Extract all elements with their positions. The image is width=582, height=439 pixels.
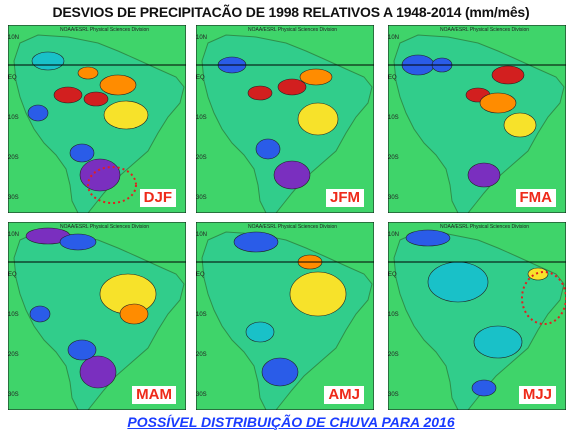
anomaly-dry-strong	[53, 86, 83, 104]
latitude-tick: 20S	[196, 155, 207, 161]
precip-anomaly-map	[196, 25, 374, 213]
data-credit: NOAA/ESRL Physical Sciences Division	[248, 27, 338, 33]
anomaly-dry-weak	[503, 112, 537, 138]
anomaly-dry-strong	[277, 78, 307, 96]
latitude-tick: 10S	[196, 312, 207, 318]
anomaly-wet-weak	[473, 325, 523, 359]
latitude-tick: 30S	[388, 392, 399, 398]
map-panel-fma: NOAA/ESRL Physical Sciences Division 10N E…	[388, 25, 566, 213]
latitude-tick: 20S	[388, 155, 399, 161]
map-panel-mam: NOAA/ESRL Physical Sciences Division 10N E…	[8, 222, 186, 410]
data-credit: NOAA/ESRL Physical Sciences Division	[440, 27, 530, 33]
data-credit: NOAA/ESRL Physical Sciences Division	[60, 224, 150, 230]
latitude-tick: 10N	[8, 35, 20, 41]
anomaly-wet-strong	[79, 158, 121, 192]
latitude-tick: 30S	[196, 392, 207, 398]
latitude-tick: 30S	[196, 195, 207, 201]
latitude-tick: 10S	[196, 115, 207, 121]
season-label: MAM	[132, 386, 176, 404]
anomaly-wet-weak	[245, 321, 275, 343]
latitude-tick: 10N	[388, 232, 400, 238]
anomaly-dry	[479, 92, 517, 114]
latitude-tick: 10S	[388, 312, 399, 318]
anomaly-dry	[77, 66, 99, 80]
anomaly-wet-strong	[467, 162, 501, 188]
anomaly-dry-weak	[103, 100, 149, 130]
season-label: JFM	[326, 189, 364, 207]
anomaly-wet	[29, 305, 51, 323]
data-credit: NOAA/ESRL Physical Sciences Division	[248, 224, 338, 230]
precip-anomaly-map	[196, 222, 374, 410]
latitude-tick: EQ	[196, 75, 205, 81]
latitude-tick: 10S	[8, 115, 19, 121]
latitude-tick: EQ	[8, 75, 17, 81]
latitude-tick: 10S	[8, 312, 19, 318]
season-label: AMJ	[324, 386, 364, 404]
anomaly-dry-strong	[247, 85, 273, 101]
season-label: DJF	[139, 189, 176, 207]
anomaly-wet	[405, 229, 451, 247]
latitude-tick: EQ	[388, 75, 397, 81]
latitude-tick: 20S	[388, 352, 399, 358]
map-panel-amj: NOAA/ESRL Physical Sciences Division 10N E…	[196, 222, 374, 410]
anomaly-wet	[27, 104, 49, 122]
anomaly-wet	[255, 138, 281, 160]
latitude-tick: 20S	[196, 352, 207, 358]
anomaly-dry-strong	[83, 91, 109, 107]
season-label: MJJ	[518, 386, 556, 404]
precip-anomaly-map	[388, 25, 566, 213]
anomaly-wet-weak	[31, 51, 65, 71]
latitude-tick: 30S	[388, 195, 399, 201]
latitude-tick: 30S	[8, 195, 19, 201]
latitude-tick: EQ	[196, 272, 205, 278]
precip-anomaly-map	[8, 222, 186, 410]
precip-anomaly-map	[8, 25, 186, 213]
map-panel-jfm: NOAA/ESRL Physical Sciences Division 10N E…	[196, 25, 374, 213]
map-background	[388, 222, 566, 410]
data-credit: NOAA/ESRL Physical Sciences Division	[440, 224, 530, 230]
latitude-tick: 10N	[388, 35, 400, 41]
anomaly-wet-strong	[79, 355, 117, 389]
anomaly-wet	[69, 143, 95, 163]
anomaly-wet-strong	[273, 160, 311, 190]
anomaly-dry	[99, 74, 137, 96]
anomaly-dry-strong	[491, 65, 525, 85]
latitude-tick: EQ	[388, 272, 397, 278]
footer-caption[interactable]: POSSÍVEL DISTRIBUIÇÃO DE CHUVA PARA 2016	[127, 414, 455, 430]
anomaly-dry-weak	[297, 102, 339, 136]
latitude-tick: 20S	[8, 155, 19, 161]
anomaly-wet	[471, 379, 497, 397]
highlight-circle	[87, 166, 137, 204]
latitude-tick: EQ	[8, 272, 17, 278]
page-title: DESVIOS DE PRECIPITACÃO DE 1998 RELATIVO…	[52, 4, 530, 20]
anomaly-wet-weak	[427, 261, 489, 303]
anomaly-dry-weak	[289, 271, 347, 317]
latitude-tick: 10N	[196, 35, 208, 41]
season-label: FMA	[515, 189, 556, 207]
anomaly-dry	[119, 303, 149, 325]
latitude-tick: 10S	[388, 115, 399, 121]
anomaly-wet	[233, 231, 279, 253]
anomaly-dry	[299, 68, 333, 86]
latitude-tick: 20S	[8, 352, 19, 358]
anomaly-wet	[67, 339, 97, 361]
highlight-circle	[521, 271, 566, 325]
anomaly-wet	[59, 233, 97, 251]
map-panel-djf: NOAA/ESRL Physical Sciences Division 10N E…	[8, 25, 186, 213]
latitude-tick: 10N	[196, 232, 208, 238]
latitude-tick: 10N	[8, 232, 20, 238]
anomaly-wet	[261, 357, 299, 387]
map-panel-mjj: NOAA/ESRL Physical Sciences Division 10N E…	[388, 222, 566, 410]
precip-anomaly-map	[388, 222, 566, 410]
data-credit: NOAA/ESRL Physical Sciences Division	[60, 27, 150, 33]
latitude-tick: 30S	[8, 392, 19, 398]
